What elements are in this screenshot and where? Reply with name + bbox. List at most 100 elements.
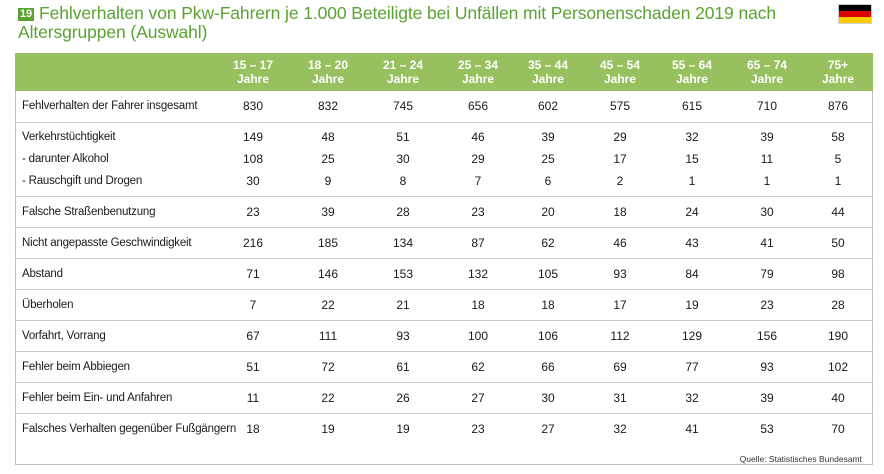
table-cell: 32 bbox=[685, 130, 699, 144]
table-cell: 615 bbox=[681, 99, 703, 113]
table-cell: 23 bbox=[760, 298, 774, 312]
table-cell: 9 bbox=[324, 174, 332, 188]
table-cell: 39 bbox=[760, 130, 774, 144]
table-cell: 18 bbox=[246, 422, 260, 436]
table-cell: 43 bbox=[685, 236, 699, 250]
table-cell: 100 bbox=[467, 329, 489, 343]
column-header-unit: Jahre bbox=[603, 72, 637, 86]
table-cell: 17 bbox=[613, 298, 627, 312]
row-label: Überholen bbox=[22, 299, 74, 311]
table-row: Vorfahrt, Vorrang 67 111 93 100 106 112 129 156 1… bbox=[15, 327, 873, 346]
table-row-group: Vorfahrt, Vorrang 67 111 93 100 106 112 129 156 1… bbox=[15, 321, 873, 352]
table-cell: 44 bbox=[831, 205, 845, 219]
table-cell: 29 bbox=[471, 152, 485, 166]
column-header-unit: Jahre bbox=[236, 72, 270, 86]
column-header-unit: Jahre bbox=[461, 72, 495, 86]
table-cell: 19 bbox=[685, 298, 699, 312]
table-cell: 745 bbox=[392, 99, 414, 113]
table-cell: 153 bbox=[392, 267, 414, 281]
table-row-group: Fehler beim Ein- und Anfahren 11 22 26 27 30 3… bbox=[15, 383, 873, 414]
table-cell: 20 bbox=[541, 205, 555, 219]
table-cell: 19 bbox=[396, 422, 410, 436]
column-header-range: 18 – 20 bbox=[307, 58, 349, 72]
column-header-range: 75+ bbox=[827, 58, 849, 72]
table-cell: 51 bbox=[246, 360, 260, 374]
table-cell: 185 bbox=[317, 236, 339, 250]
figure-number-badge: 19 bbox=[18, 8, 35, 21]
table-row: Überholen 7 22 21 18 18 17 19 23 28 bbox=[15, 296, 873, 315]
column-header-range: 45 – 54 bbox=[599, 58, 641, 72]
table-cell: 32 bbox=[613, 422, 627, 436]
table-cell: 50 bbox=[831, 236, 845, 250]
column-header: 45 – 54 Jahre bbox=[586, 58, 654, 86]
table-cell: 26 bbox=[396, 391, 410, 405]
table-cell: 27 bbox=[541, 422, 555, 436]
table-row: Verkehrstüchtigkeit 149 48 51 46 39 29 32 39 58 bbox=[15, 128, 873, 147]
column-header-unit: Jahre bbox=[750, 72, 784, 86]
table-row-group: Überholen 7 22 21 18 18 17 19 23 28 bbox=[15, 290, 873, 321]
table-cell: 69 bbox=[613, 360, 627, 374]
row-label: Falsches Verhalten gegenüber Fußgängern bbox=[22, 423, 237, 435]
table-cell: 1 bbox=[763, 174, 771, 188]
row-label: Falsche Straßenbenutzung bbox=[22, 206, 156, 218]
table-cell: 32 bbox=[685, 391, 699, 405]
row-label: Vorfahrt, Vorrang bbox=[22, 330, 106, 342]
table-cell: 129 bbox=[681, 329, 703, 343]
table-cell: 71 bbox=[246, 267, 260, 281]
flag-stripe bbox=[839, 5, 871, 11]
table-cell: 30 bbox=[246, 174, 260, 188]
table-cell: 22 bbox=[321, 391, 335, 405]
table-cell: 30 bbox=[541, 391, 555, 405]
table-row: - Rauschgift und Drogen 30 9 8 7 6 2 1 1 1 bbox=[15, 172, 873, 191]
table-cell: 18 bbox=[471, 298, 485, 312]
table-cell: 6 bbox=[544, 174, 552, 188]
column-header-range: 15 – 17 bbox=[232, 58, 274, 72]
table-cell: 41 bbox=[760, 236, 774, 250]
table-cell: 105 bbox=[537, 267, 559, 281]
table-cell: 15 bbox=[685, 152, 699, 166]
table-row: Falsche Straßenbenutzung 23 39 28 23 20 18 24 30… bbox=[15, 203, 873, 222]
table-cell: 656 bbox=[467, 99, 489, 113]
table-cell: 5 bbox=[834, 152, 842, 166]
table-cell: 132 bbox=[467, 267, 489, 281]
table-cell: 39 bbox=[321, 205, 335, 219]
source-note: Quelle: Statistisches Bundesamt bbox=[739, 454, 862, 464]
table-cell: 112 bbox=[610, 329, 630, 343]
row-label: Fehlverhalten der Fahrer insgesamt bbox=[22, 100, 198, 112]
table-cell: 146 bbox=[317, 267, 339, 281]
table-cell: 602 bbox=[537, 99, 559, 113]
table-cell: 48 bbox=[321, 130, 335, 144]
table-cell: 39 bbox=[541, 130, 555, 144]
column-header: 75+ Jahre bbox=[804, 58, 872, 86]
table-cell: 8 bbox=[399, 174, 407, 188]
table-cell: 93 bbox=[613, 267, 627, 281]
column-header-unit: Jahre bbox=[386, 72, 420, 86]
table-cell: 93 bbox=[760, 360, 774, 374]
table-cell: 22 bbox=[321, 298, 335, 312]
table-cell: 31 bbox=[613, 391, 627, 405]
table-cell: 28 bbox=[396, 205, 410, 219]
column-header-unit: Jahre bbox=[531, 72, 565, 86]
table-row-group: Falsche Straßenbenutzung 23 39 28 23 20 18 24 30… bbox=[15, 197, 873, 228]
table-cell: 18 bbox=[613, 205, 627, 219]
column-header-range: 25 – 34 bbox=[457, 58, 499, 72]
table-cell: 53 bbox=[760, 422, 774, 436]
column-header: 18 – 20 Jahre bbox=[294, 58, 362, 86]
table-cell: 876 bbox=[827, 99, 849, 113]
table-cell: 25 bbox=[321, 152, 335, 166]
table-cell: 11 bbox=[760, 152, 774, 166]
table-cell: 7 bbox=[249, 298, 257, 312]
table-row: Fehler beim Abbiegen 51 72 61 62 66 69 77 93 102 bbox=[15, 358, 873, 377]
table-cell: 72 bbox=[321, 360, 335, 374]
table-cell: 190 bbox=[827, 329, 849, 343]
table-cell: 79 bbox=[760, 267, 774, 281]
table-cell: 102 bbox=[827, 360, 849, 374]
table-cell: 70 bbox=[831, 422, 845, 436]
table-cell: 87 bbox=[471, 236, 485, 250]
chart-title-text: Fehlverhalten von Pkw-Fahrern je 1.000 B… bbox=[18, 3, 776, 42]
table-row: Nicht angepasste Geschwindigkeit 216 185 13… bbox=[15, 234, 873, 253]
table-row-group: Nicht angepasste Geschwindigkeit 216 185 13… bbox=[15, 228, 873, 259]
table-cell: 98 bbox=[831, 267, 845, 281]
table-cell: 27 bbox=[471, 391, 485, 405]
column-header-range: 55 – 64 bbox=[671, 58, 713, 72]
